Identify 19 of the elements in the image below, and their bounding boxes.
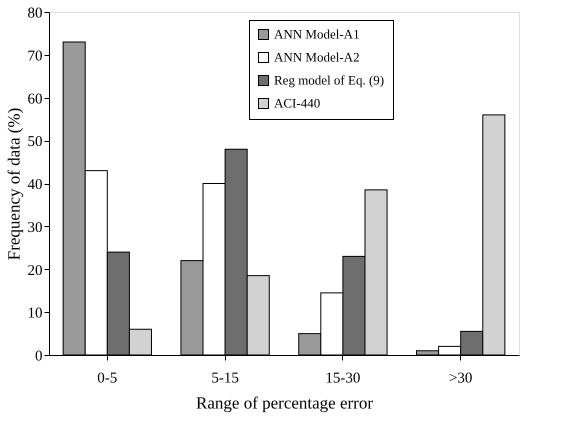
y-tick-label: 0 <box>35 348 42 364</box>
legend-label: Reg model of Eq. (9) <box>274 72 384 88</box>
x-tick-label: 15-30 <box>325 370 360 386</box>
x-tick-label: 5-15 <box>211 370 239 386</box>
y-axis-title: Frequency of data (%) <box>4 108 24 260</box>
x-tick-label: >30 <box>448 370 472 386</box>
y-tick-label: 60 <box>28 91 42 108</box>
y-tick-label: 70 <box>28 48 42 64</box>
y-tick-label: 50 <box>28 134 42 150</box>
y-tick-label: 20 <box>28 262 42 279</box>
x-tick-label: 0-5 <box>97 370 118 386</box>
y-tick-label: 30 <box>28 220 42 236</box>
y-tick-label: 80 <box>28 6 42 22</box>
legend-label: ANN Model-A1 <box>274 26 360 42</box>
y-tick-label: 10 <box>28 306 42 322</box>
x-axis-title: Range of percentage error <box>196 394 374 412</box>
legend-label: ACI-440 <box>274 96 320 110</box>
y-tick-label: 40 <box>28 177 42 193</box>
legend-label: ANN Model-A2 <box>274 50 360 64</box>
